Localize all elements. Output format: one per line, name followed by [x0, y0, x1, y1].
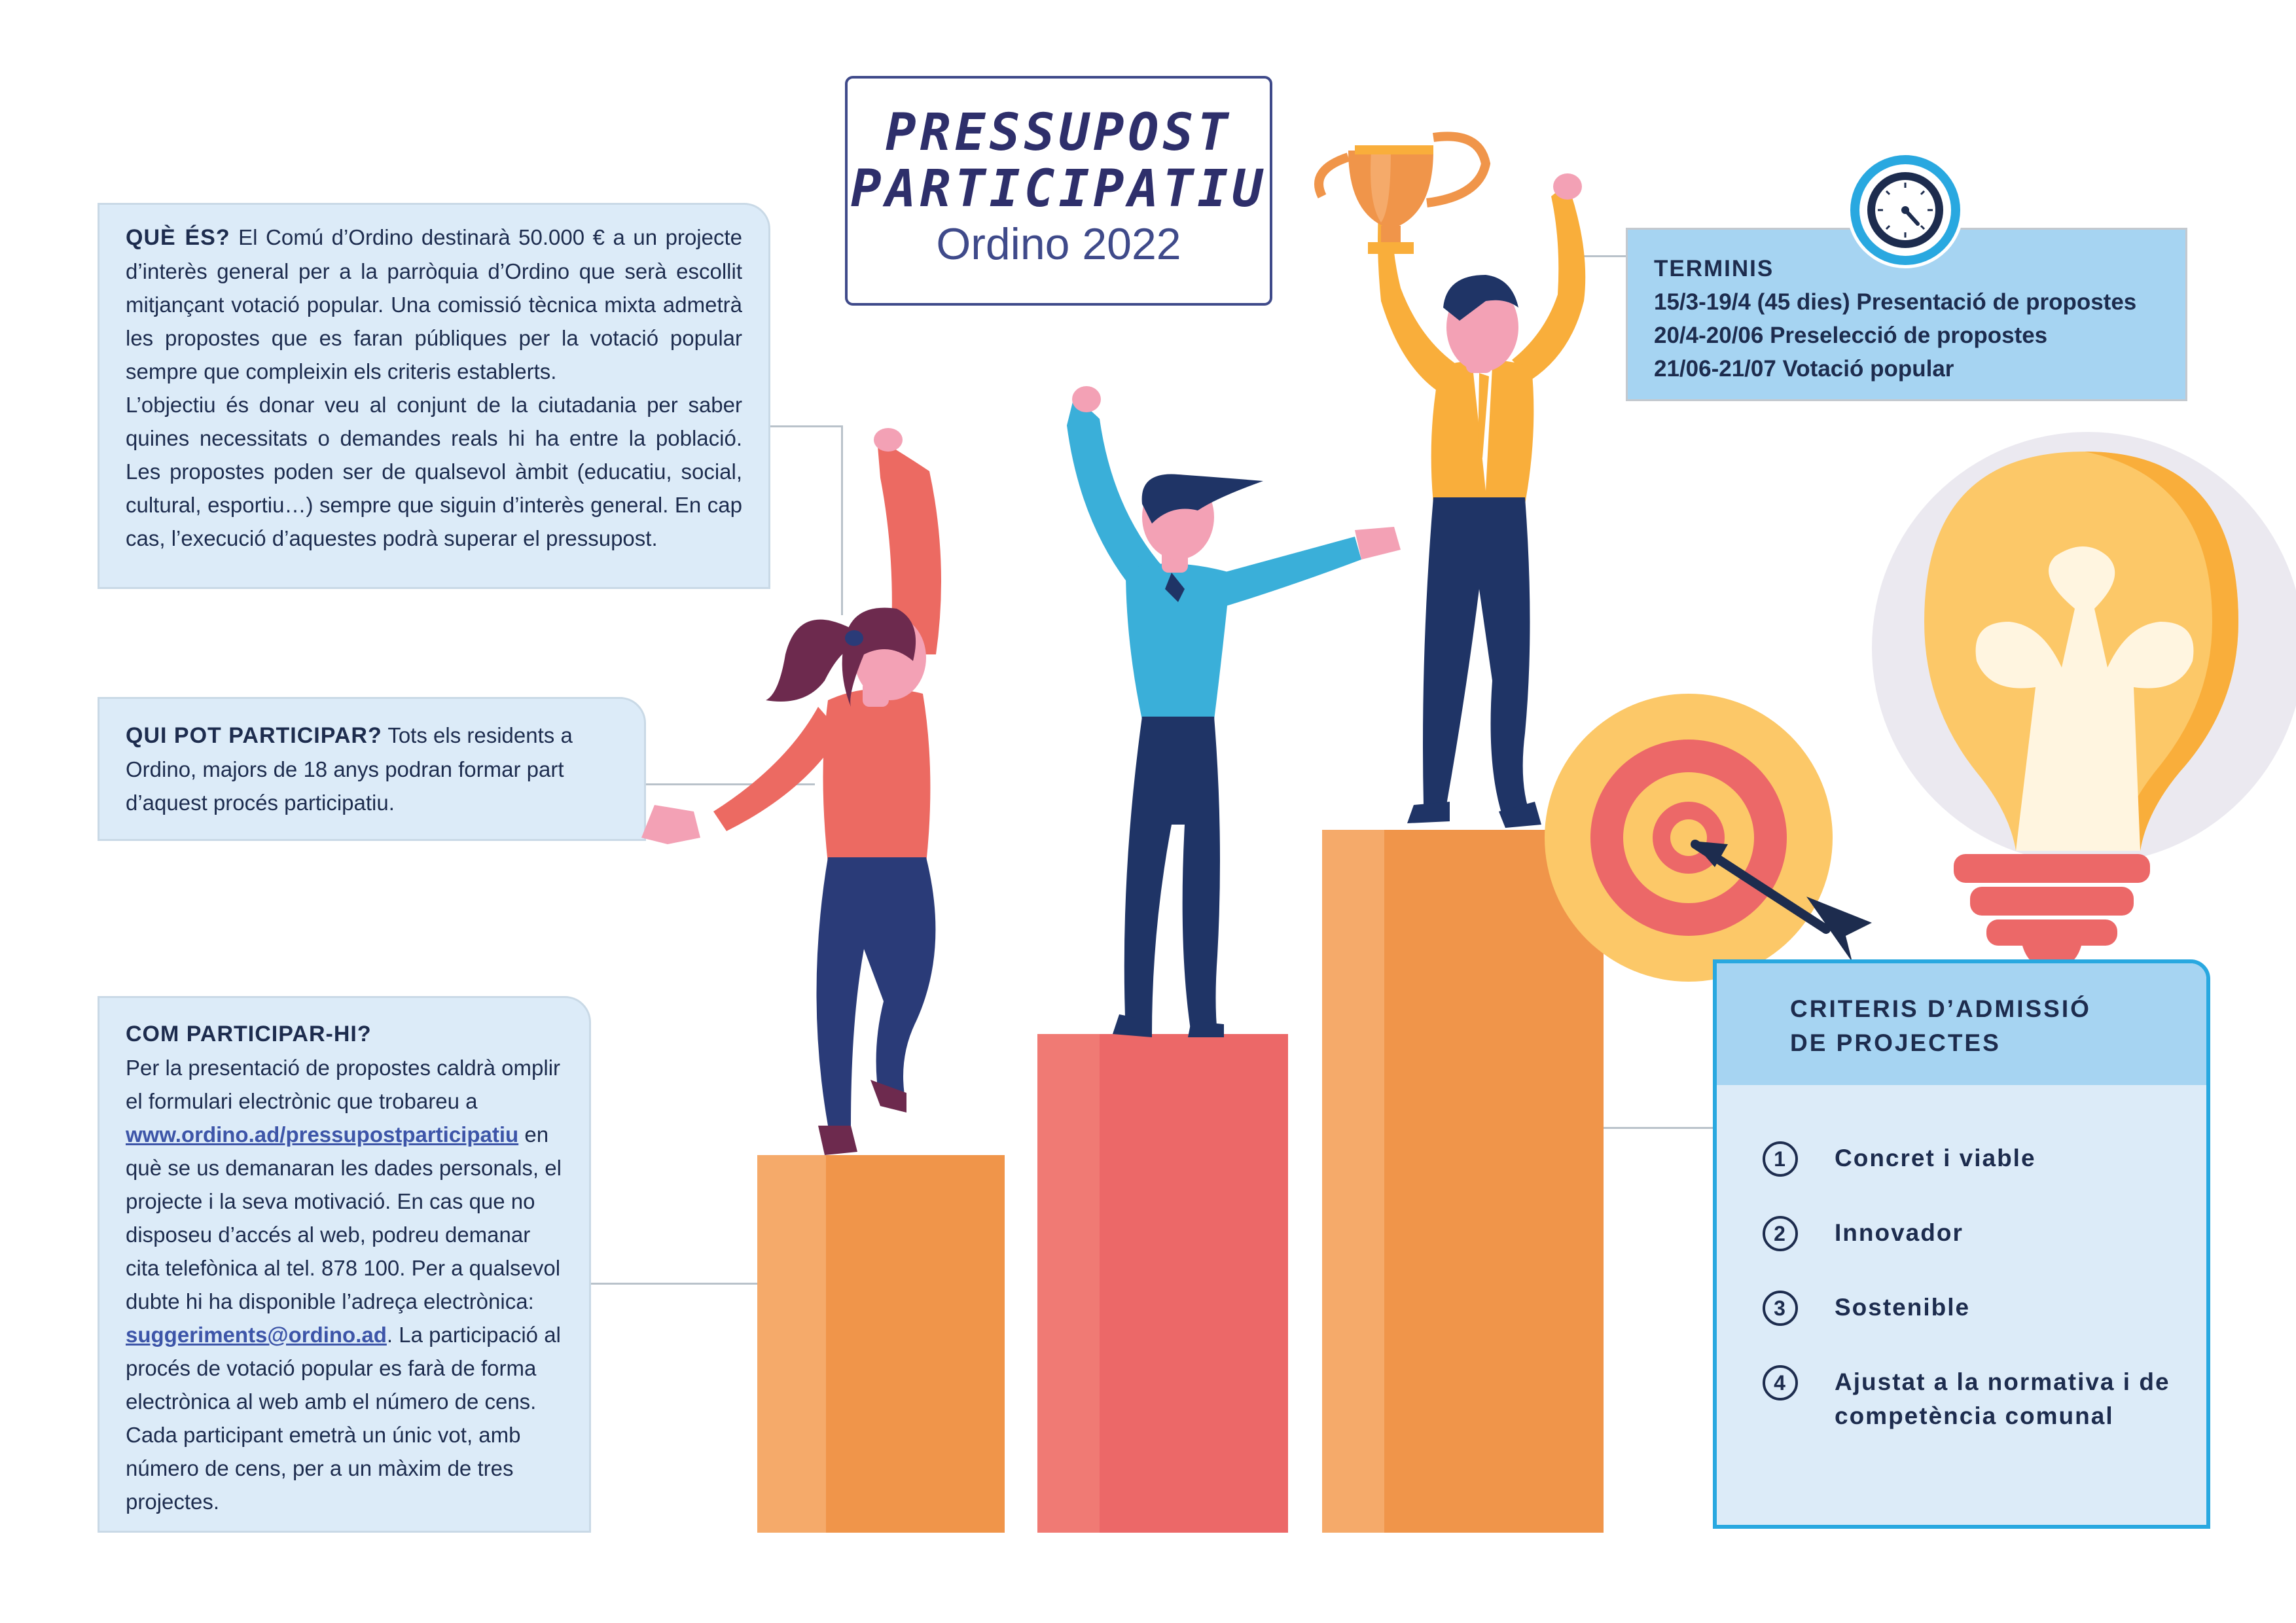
man-middle-figure [1067, 386, 1401, 1037]
target-icon [1545, 694, 1833, 982]
qui-pot-heading: QUI POT PARTICIPAR? [126, 723, 382, 748]
criteris-heading: CRITERIS D’ADMISSIÓ DE PROJECTES [1717, 963, 2206, 1085]
lightbulb-icon [1872, 432, 2296, 969]
man-right-figure [1378, 164, 1586, 828]
que-es-body: El Comú d’Ordino destinarà 50.000 € a un… [126, 225, 743, 383]
connector-criteris [1604, 1127, 1715, 1129]
connector-que-es-h [769, 425, 842, 427]
podium-bar-middle [1037, 1034, 1288, 1533]
criteri-label: Sostenible [1835, 1294, 1971, 1321]
que-es-heading: QUÈ ÉS? [126, 225, 230, 250]
connector-que-es-v [841, 425, 843, 615]
criteri-label: Innovador [1835, 1219, 1964, 1246]
email-link[interactable]: suggeriments@ordino.ad [126, 1323, 387, 1347]
qui-pot-body: Tots els residents a Ordino, majors de 1… [126, 723, 573, 815]
terminis-line-3: 21/06-21/07 Votació popular [1654, 356, 1954, 382]
criteri-number: 2 [1763, 1216, 1798, 1251]
title-year: Ordino 2022 [936, 219, 1181, 269]
que-es-box: QUÈ ÉS? El Comú d’Ordino destinarà 50.00… [98, 203, 770, 589]
que-es-body-2: L’objectiu és donar veu al conjunt de la… [126, 393, 742, 550]
terminis-line-2: 20/4-20/06 Preselecció de propostes [1654, 323, 2048, 348]
clock-icon [1847, 152, 1964, 268]
website-link[interactable]: www.ordino.ad/pressupostparticipatiu [126, 1122, 519, 1147]
com-participar-body-3: La participació al procés de votació pop… [126, 1323, 561, 1514]
connector-qui-pot [645, 783, 815, 785]
arrow-icon [1691, 840, 1872, 962]
connector-terminis [1571, 255, 1627, 257]
title-box: PRESSUPOST PARTICIPATIU Ordino 2022 [845, 76, 1272, 306]
criteri-number: 4 [1763, 1365, 1798, 1400]
connector-com-participar [590, 1283, 757, 1285]
com-participar-heading: COM PARTICIPAR-HI? [126, 1022, 372, 1046]
podium-bar-right [1322, 830, 1604, 1533]
criteri-number: 3 [1763, 1291, 1798, 1326]
com-participar-box: COM PARTICIPAR-HI? Per la presentació de… [98, 996, 591, 1533]
criteri-label: Concret i viable [1835, 1145, 2036, 1171]
com-participar-body-1: Per la presentació de propostes caldrà o… [126, 1056, 561, 1113]
criteris-heading-line-1: CRITERIS D’ADMISSIÓ [1790, 995, 2091, 1022]
terminis-line-1: 15/3-19/4 (45 dies) Presentació de propo… [1654, 289, 2137, 315]
trophy-icon [1314, 132, 1491, 254]
terminis-heading: TERMINIS [1654, 256, 1774, 281]
title-line-2: PARTICIPATIU [850, 160, 1267, 219]
criteri-label: Ajustat a la normativa i de competència … [1835, 1368, 2170, 1429]
podium-bar-left [757, 1155, 1005, 1533]
woman-figure [641, 428, 941, 1155]
com-participar-body-2: en què se us demanaran les dades persona… [126, 1122, 562, 1313]
criteris-heading-line-2: DE PROJECTES [1790, 1029, 2001, 1056]
criteri-number: 1 [1763, 1141, 1798, 1177]
qui-pot-box: QUI POT PARTICIPAR? Tots els residents a… [98, 697, 646, 841]
criteris-box: CRITERIS D’ADMISSIÓ DE PROJECTES 1 Concr… [1713, 959, 2210, 1529]
title-line-1: PRESSUPOST [885, 103, 1232, 162]
